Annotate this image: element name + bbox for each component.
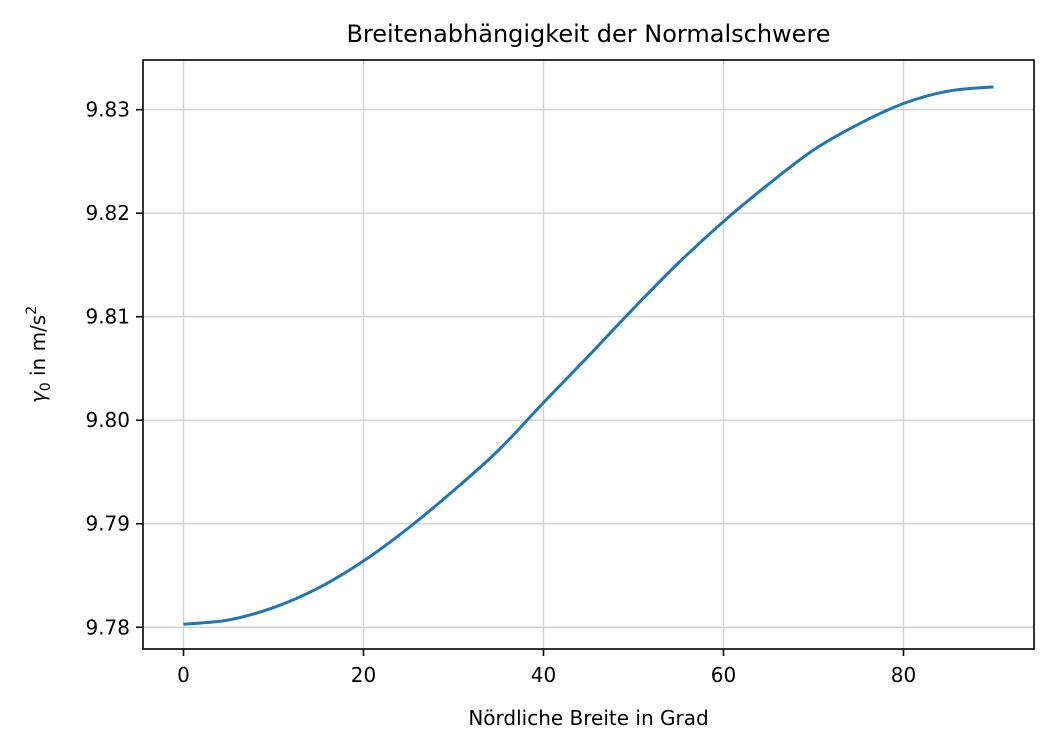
y-axis-label-symbol: γ <box>26 390 50 403</box>
y-axis-label-text: in m/s <box>26 315 50 383</box>
y-tick-label: 9.81 <box>85 305 130 329</box>
y-axis-label-superscript: 2 <box>24 306 40 315</box>
y-axis-label: γ0 in m/s2 <box>24 306 54 403</box>
x-tick-label: 40 <box>531 663 556 687</box>
y-tick-label: 9.82 <box>85 201 130 225</box>
y-tick-label: 9.83 <box>85 98 130 122</box>
x-tick-label: 60 <box>711 663 736 687</box>
plot-frame <box>142 59 1035 650</box>
y-axis-label-subscript: 0 <box>38 382 54 391</box>
y-axis: 9.78 9.79 9.80 9.81 9.82 9.83 <box>85 98 143 639</box>
x-tick-label: 0 <box>177 663 190 687</box>
x-axis-label: Nördliche Breite in Grad <box>468 706 708 730</box>
x-tick-label: 80 <box>891 663 916 687</box>
chart-title: Breitenabhängigkeit der Normalschwere <box>346 20 830 48</box>
y-tick-label: 9.79 <box>85 512 130 536</box>
y-tick-label: 9.80 <box>85 408 130 432</box>
x-tick-label: 20 <box>351 663 376 687</box>
grid <box>143 60 1034 649</box>
y-tick-label: 9.78 <box>85 615 130 639</box>
series-line <box>183 85 994 626</box>
x-axis: 0 20 40 60 80 <box>177 649 916 687</box>
series-layer <box>183 85 994 626</box>
